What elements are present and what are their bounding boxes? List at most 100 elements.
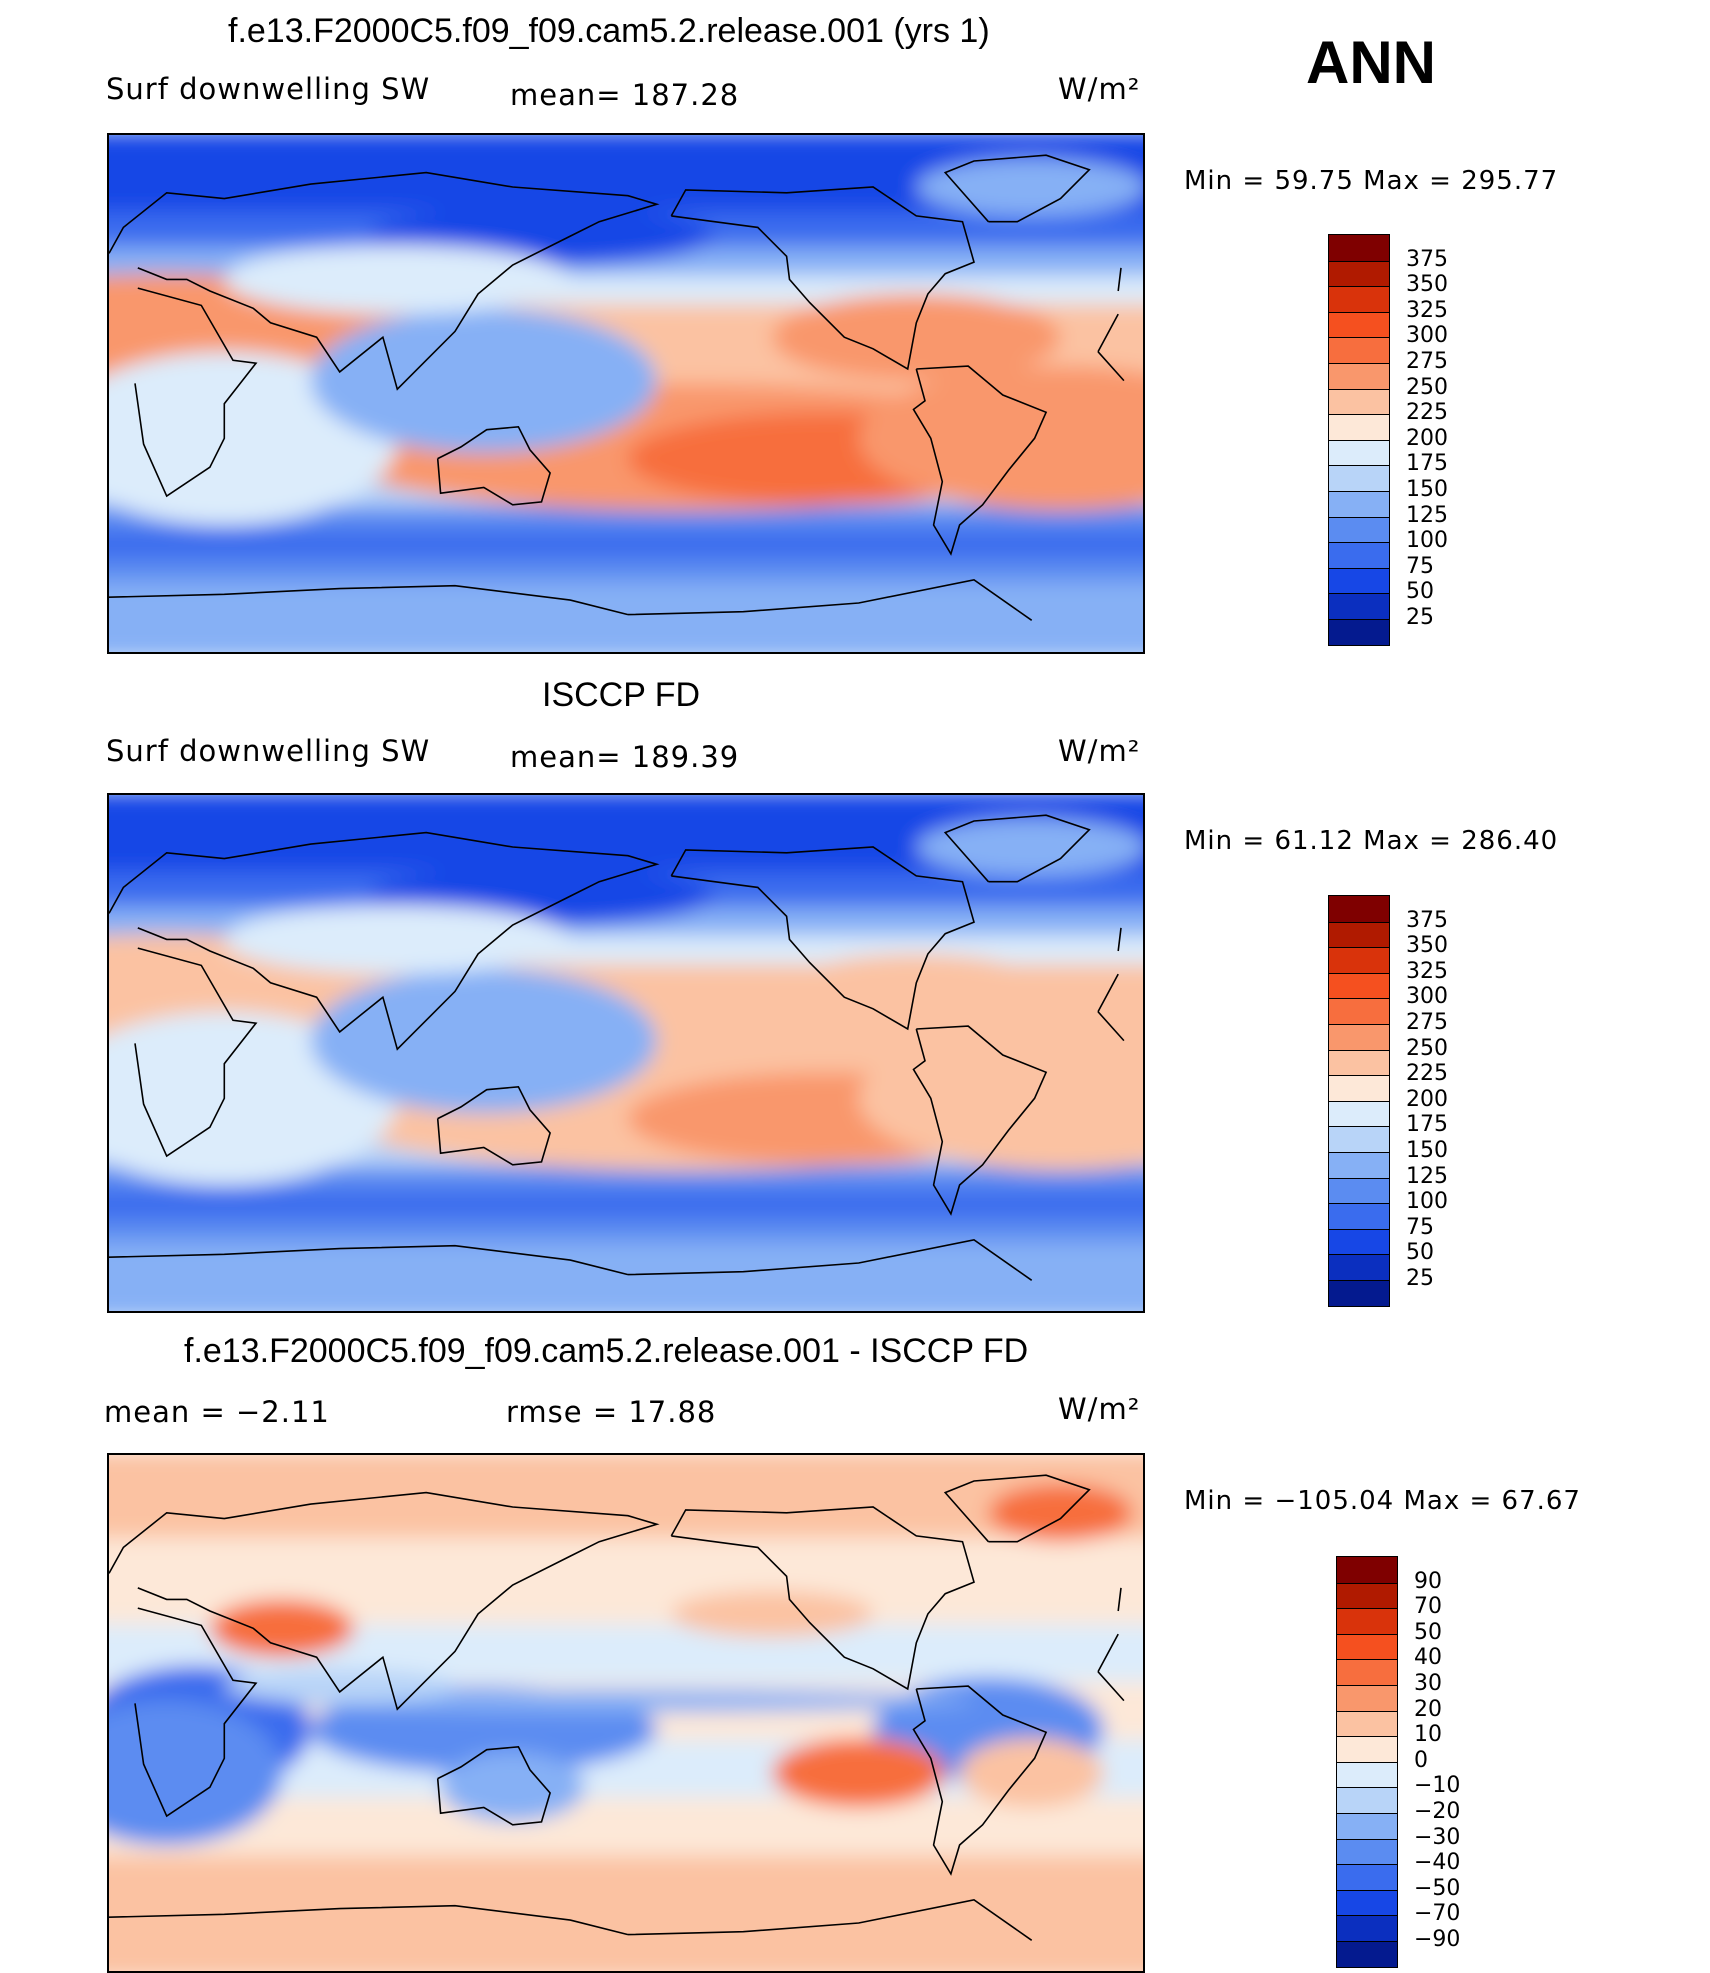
- colorbar-segment: [1329, 1228, 1389, 1255]
- colorbar-segment: [1329, 286, 1389, 312]
- colorbar-tick-label: 40: [1414, 1645, 1442, 1671]
- coastline: [912, 1025, 1048, 1216]
- colorbar-tick-label: 300: [1406, 323, 1448, 349]
- colorbar-segment: [1329, 1049, 1389, 1076]
- colorbar-segment: [1329, 235, 1389, 261]
- map-canvas: [109, 795, 1143, 1311]
- colorbar-segment: [1337, 1813, 1397, 1839]
- colorbar-segment: [1337, 1864, 1397, 1890]
- field-anomaly: [988, 1483, 1133, 1542]
- colorbar-tick-label: 90: [1414, 1568, 1442, 1594]
- panel-2-minmax: Min = 61.12 Max = 286.40: [1184, 826, 1559, 856]
- field-band: [109, 1455, 1143, 1546]
- colorbar-tick-label: 75: [1406, 553, 1434, 579]
- field-band: [109, 1797, 1143, 1864]
- coastline: [943, 814, 1091, 883]
- field-anomaly: [671, 1590, 874, 1637]
- colorbar-segment: [1329, 311, 1389, 338]
- colorbar-segment: [1337, 1915, 1397, 1941]
- colorbar-segment: [1329, 1254, 1389, 1280]
- coastline: [436, 1085, 551, 1166]
- colorbar-tick-label: 325: [1406, 958, 1448, 984]
- coastline: [109, 171, 1122, 391]
- coastline: [109, 831, 1122, 1051]
- coastline: [943, 154, 1091, 223]
- field-anomaly: [772, 1738, 946, 1808]
- coastline: [912, 365, 1048, 556]
- colorbar-tick-label: 275: [1406, 1010, 1448, 1035]
- colorbar-tick-label: 75: [1406, 1214, 1434, 1240]
- colorbar-segment: [1337, 1761, 1397, 1788]
- colorbar-tick-label: 200: [1406, 425, 1448, 451]
- colorbar-segment: [1337, 1557, 1397, 1583]
- colorbar-tick-label: 30: [1414, 1671, 1442, 1696]
- field-anomaly: [282, 1689, 974, 1713]
- panel-2-map: [107, 793, 1145, 1313]
- map-canvas: [109, 1455, 1143, 1971]
- colorbar-segment: [1329, 1280, 1389, 1306]
- colorbar-tick-label: 25: [1406, 605, 1434, 630]
- coastline: [670, 1506, 975, 1691]
- colorbar-segment: [1329, 998, 1389, 1024]
- colorbar-tick-label: −90: [1414, 1927, 1461, 1952]
- colorbar-segment: [1337, 1710, 1397, 1737]
- colorbar-segment: [1329, 516, 1389, 543]
- panel-1-map: [107, 133, 1145, 654]
- coastline: [912, 1685, 1048, 1876]
- colorbar-tick-label: 125: [1406, 502, 1448, 528]
- colorbar-tick-label: 375: [1406, 246, 1448, 272]
- colorbar-tick-label: 50: [1406, 1240, 1434, 1266]
- colorbar-segment: [1337, 1633, 1397, 1660]
- colorbar-tick-label: 175: [1406, 451, 1448, 477]
- panel-2-title: ISCCP FD: [542, 676, 701, 714]
- colorbar-tick-label: −50: [1414, 1875, 1461, 1901]
- colorbar-tick-label: 0: [1414, 1747, 1428, 1773]
- colorbar-tick-label: −10: [1414, 1773, 1461, 1799]
- colorbar-segment: [1329, 337, 1389, 363]
- coastline: [436, 425, 551, 506]
- colorbar-tick-label: 25: [1406, 1266, 1434, 1291]
- colorbar-tick-label: 150: [1406, 1138, 1448, 1163]
- map-canvas: [109, 135, 1143, 652]
- colorbar-segment: [1329, 593, 1389, 619]
- colorbar-tick-label: −20: [1414, 1799, 1461, 1824]
- colorbar-segment: [1329, 1177, 1389, 1204]
- panel-2-mean-label: mean= 189.39: [510, 740, 740, 774]
- colorbar-segment: [1329, 1152, 1389, 1178]
- colorbar-segment: [1337, 1582, 1397, 1609]
- colorbar-tick-label: 200: [1406, 1086, 1448, 1112]
- panel-3-rmse-label: rmse = 17.88: [506, 1395, 717, 1429]
- field-anomaly: [310, 968, 657, 1113]
- colorbar-segment: [1337, 1659, 1397, 1685]
- panel-2-variable-label: Surf downwelling SW: [106, 734, 431, 768]
- field-anomaly: [209, 1599, 355, 1658]
- colorbar-segment: [1329, 1126, 1389, 1152]
- coastline: [670, 186, 975, 371]
- colorbar-tick-label: 225: [1406, 1061, 1448, 1087]
- coastline: [109, 579, 1033, 621]
- panel-1-units-label: W/m²: [1058, 72, 1141, 106]
- colorbar-tick-label: −30: [1414, 1824, 1461, 1850]
- colorbar-tick-label: 375: [1406, 907, 1448, 933]
- colorbar-segment: [1337, 1941, 1397, 1967]
- panel-2-units-label: W/m²: [1058, 734, 1141, 768]
- field-anomaly: [772, 953, 1061, 1041]
- panel-3-title: f.e13.F2000C5.f09_f09.cam5.2.release.001…: [184, 1332, 1029, 1370]
- field-anomaly: [224, 904, 571, 975]
- colorbar-segment: [1329, 972, 1389, 999]
- coastline: [670, 846, 975, 1031]
- colorbar-tick-label: 150: [1406, 477, 1448, 502]
- colorbar-box: [1336, 1556, 1398, 1968]
- field-band: [109, 581, 1143, 652]
- panel-1-mean-label: mean= 187.28: [510, 78, 740, 112]
- field-anomaly: [440, 1752, 585, 1822]
- field-anomaly: [959, 1738, 1104, 1808]
- colorbar-segment: [1329, 1100, 1389, 1127]
- colorbar-segment: [1329, 567, 1389, 594]
- field-anomaly: [224, 1668, 455, 1704]
- colorbar-segment: [1329, 388, 1389, 415]
- panel-3-minmax: Min = −105.04 Max = 67.67: [1184, 1486, 1581, 1516]
- field-anomaly: [224, 244, 571, 315]
- panel-1-title: f.e13.F2000C5.f09_f09.cam5.2.release.001…: [228, 12, 990, 50]
- colorbar-segment: [1337, 1787, 1397, 1813]
